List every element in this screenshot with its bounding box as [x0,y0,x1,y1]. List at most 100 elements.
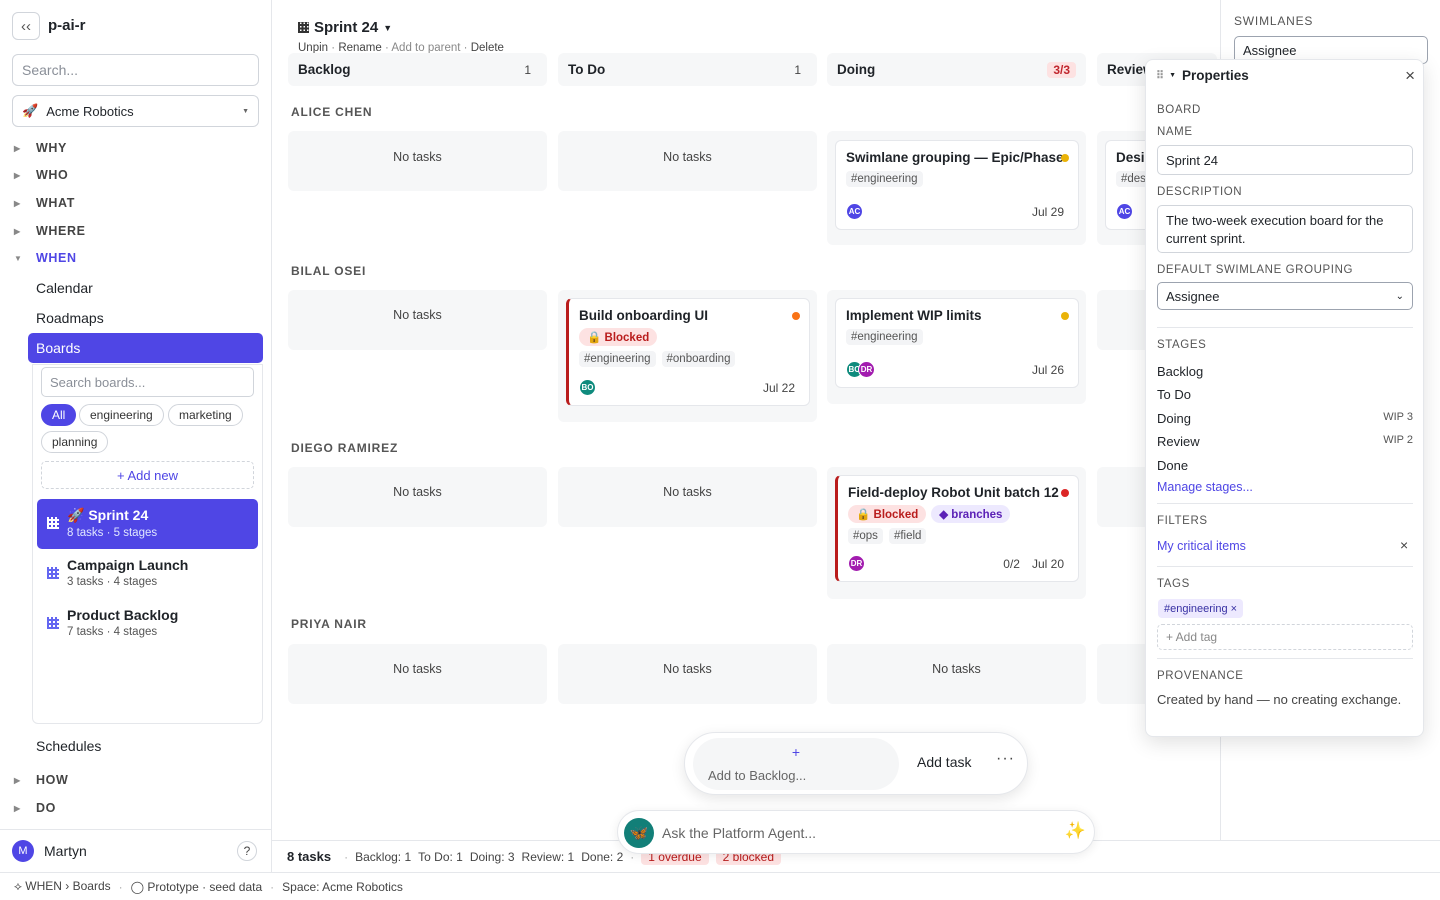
add-task-button[interactable]: Add task [917,754,972,770]
tag-chip[interactable]: #engineering × [1158,599,1244,618]
unpin-link[interactable]: Unpin [298,42,329,54]
doing-count: Doing: 3 [469,849,515,864]
caret-down-icon: ▼ [383,22,393,33]
board-grid-icon [298,22,309,33]
rename-link[interactable]: Rename [338,42,382,54]
task-card[interactable]: Implement WIP limits #engineering BO DR … [835,298,1079,388]
board-item-meta: 7 tasks · 4 stages [67,626,158,638]
properties-header[interactable]: ⠿ ▼ Properties [1156,68,1249,83]
due-date: Jul 29 [1031,204,1064,219]
divider [1157,327,1413,328]
divider [1157,503,1413,504]
stage-row[interactable]: Review WIP 2 [1157,434,1413,449]
more-icon[interactable]: ··· [996,750,1015,767]
manage-stages-link[interactable]: Manage stages... [1157,480,1253,494]
app-name: p-ai-r [48,17,86,34]
add-to-parent-link[interactable]: Add to parent [391,42,461,54]
nav-section-when[interactable]: ▼ WHEN [14,251,77,265]
column-header-todo[interactable]: To Do 1 [558,53,817,86]
wip-limit: WIP 2 [1383,434,1413,446]
agent-input[interactable] [662,821,1052,845]
empty-cell-label: No tasks [393,485,442,499]
board-item-sprint-24[interactable]: 🚀 Sprint 24 8 tasks · 5 stages [37,499,258,549]
description-label: DESCRIPTION [1157,186,1243,198]
nav-section-where[interactable]: ▶ WHERE [14,224,86,238]
column-header-doing[interactable]: Doing 3/3 [827,53,1086,86]
add-board-button[interactable]: + Add new [41,461,254,489]
board-item-meta: 8 tasks · 5 stages [67,527,158,539]
grouping-select[interactable]: Assignee ⌄ [1157,282,1413,310]
nav-section-what[interactable]: ▶ WHAT [14,196,75,210]
board-section-label: BOARD [1157,104,1201,116]
workspace-name: Acme Robotics [46,103,134,119]
avatar: BO [579,379,596,396]
empty-cell-label: No tasks [663,150,712,164]
quick-add-bar: + Add to Backlog... Add task ··· [684,732,1028,795]
board-cell [827,644,1086,704]
triangle-right-icon: ▶ [14,775,21,785]
priority-dot [1061,489,1069,497]
swimlane-label: BILAL OSEI [291,264,367,278]
delete-link[interactable]: Delete [470,42,504,54]
filter-chip-planning[interactable]: planning [41,431,109,453]
task-card[interactable]: Swimlane grouping — Epic/Phase #engineer… [835,140,1079,230]
board-item-product-backlog[interactable]: Product Backlog 7 tasks · 4 stages [37,599,258,649]
branches-badge: ◆ branches [931,505,1011,523]
divider [1157,658,1413,659]
nav-item-roadmaps[interactable]: Roadmaps [36,310,104,326]
nav-item-boards[interactable]: Boards [28,333,263,363]
avatar: M [12,840,34,862]
breadcrumb: ⟡ WHEN › Boards [14,879,111,893]
tag: #des [1116,171,1151,187]
board-name-input[interactable]: Sprint 24 [1157,145,1413,175]
sidebar-search-input[interactable] [12,54,259,86]
user-name: Martyn [44,843,87,859]
help-button[interactable]: ? [237,841,257,861]
nav-section-who[interactable]: ▶ WHO [14,168,69,182]
filter-chip-all[interactable]: All [41,404,77,426]
task-total: 8 tasks [287,849,332,864]
priority-dot [1061,154,1069,162]
empty-cell-label: No tasks [663,485,712,499]
filter-chip-engineering[interactable]: engineering [79,404,164,426]
boards-search-input[interactable] [41,367,254,397]
tag: #ops [848,528,883,544]
filter-chip-marketing[interactable]: marketing [168,404,243,426]
task-card[interactable]: Field-deploy Robot Unit batch 12 🔒 Block… [835,475,1079,582]
drag-handle-icon[interactable]: ⠿ [1156,70,1164,82]
nav-section-do[interactable]: ▶ DO [14,801,56,815]
board-cell [558,131,817,191]
add-tag-input[interactable]: + Add tag [1157,624,1413,650]
chevron-down-icon: ⌄ [1395,290,1404,302]
stage-row[interactable]: Backlog [1157,364,1204,379]
quick-add-placeholder: Add to Backlog... [708,768,807,783]
user-menu[interactable]: M Martyn ? [0,829,271,872]
quick-add-field[interactable]: + Add to Backlog... [693,738,899,790]
todo-count: To Do: 1 [418,849,463,864]
nav-item-calendar[interactable]: Calendar [36,280,93,296]
remove-filter-icon[interactable]: × [1400,537,1409,553]
stage-row[interactable]: To Do [1157,387,1191,402]
board-description-textarea[interactable]: The two-week execution board for the cur… [1157,205,1413,253]
done-count: Done: 2 [581,849,624,864]
workspace-selector[interactable]: 🚀 Acme Robotics ▼ [12,95,259,127]
avatar: DR [858,361,875,378]
task-card[interactable]: Build onboarding UI 🔒 Blocked #engineeri… [566,298,810,406]
tag: #onboarding [661,351,736,367]
tag: #engineering [579,351,656,367]
nav-section-why[interactable]: ▶ WHY [14,141,67,155]
task-title: Field-deploy Robot Unit batch 12 [848,485,1059,500]
sparkle-icon[interactable]: ✨ [1064,821,1086,840]
board-item-campaign-launch[interactable]: Campaign Launch 3 tasks · 4 stages [37,549,258,599]
stage-row[interactable]: Doing WIP 3 [1157,411,1413,426]
triangle-right-icon: ▶ [14,803,21,813]
collapse-sidebar-button[interactable]: ‹‹ [12,12,40,40]
filter-link[interactable]: My critical items [1157,539,1246,553]
column-header-backlog[interactable]: Backlog 1 [288,53,547,86]
close-icon[interactable]: × [1405,66,1415,85]
nav-section-how[interactable]: ▶ HOW [14,773,69,787]
stage-row[interactable]: Done [1157,458,1189,473]
board-title[interactable]: Sprint 24 ▼ [298,19,392,36]
nav-item-schedules[interactable]: Schedules [36,738,102,754]
triangle-right-icon: ▶ [14,170,21,180]
